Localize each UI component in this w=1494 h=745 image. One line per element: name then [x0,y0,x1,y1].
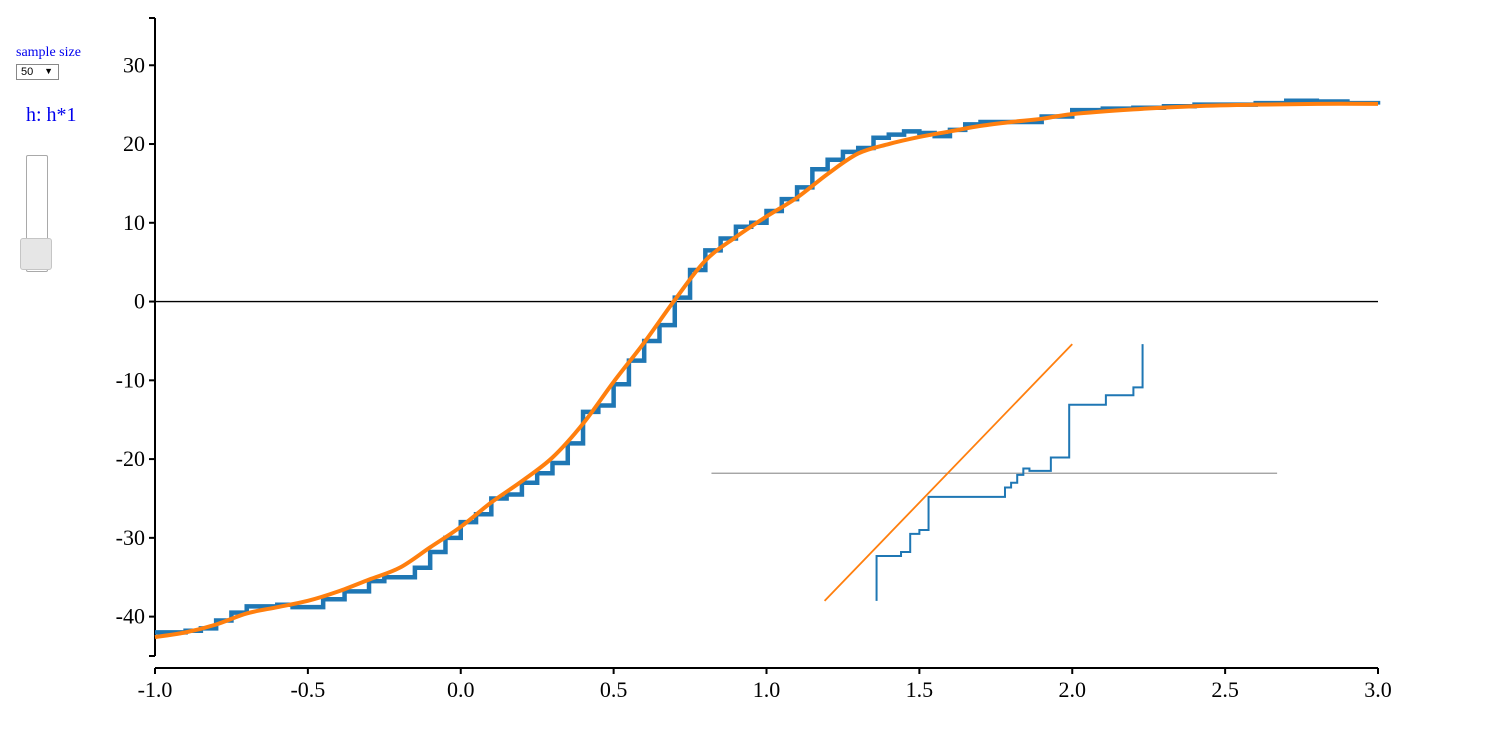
y-tick-label: -20 [116,446,145,471]
chevron-down-icon: ▼ [44,66,53,76]
inset-step-line [875,344,1144,601]
y-tick-label: 20 [123,131,145,156]
y-tick-label: -30 [116,525,145,550]
axes [149,17,1379,674]
bandwidth-label: h: h*1 [26,104,77,126]
tick-labels: 30 20 10 0 -10 -20 -30 -40 -1.0 -0.5 0.0 0.5 1.0 1.5 2… [116,52,1392,702]
x-tick-label: -1.0 [138,677,173,702]
bandwidth-slider-thumb[interactable] [20,238,52,270]
x-tick-label: 2.0 [1059,677,1087,702]
y-tick-label: 0 [134,289,145,314]
series-layer [154,98,1381,640]
y-tick-label: 30 [123,52,145,77]
y-tick-label: -40 [116,604,145,629]
x-tick-label: -0.5 [290,677,325,702]
sample-size-label: sample size [16,45,81,60]
controls-panel: sample size 50 ▼ h: h*1 [0,0,110,300]
inset-smooth-line [823,343,1073,602]
x-tick-label: 2.5 [1211,677,1239,702]
x-tick-label: 0.0 [447,677,475,702]
sample-size-select[interactable]: 50 ▼ [16,64,59,80]
y-tick-label: -10 [116,367,145,392]
sample-size-value: 50 [21,66,34,78]
x-tick-label: 1.5 [906,677,934,702]
x-tick-label: 0.5 [600,677,628,702]
inset [711,343,1278,602]
step-function-line [155,98,1381,635]
x-tick-label: 1.0 [753,677,781,702]
x-tick-label: 3.0 [1364,677,1392,702]
smooth-fit-line [154,101,1379,640]
y-tick-label: 10 [123,210,145,235]
